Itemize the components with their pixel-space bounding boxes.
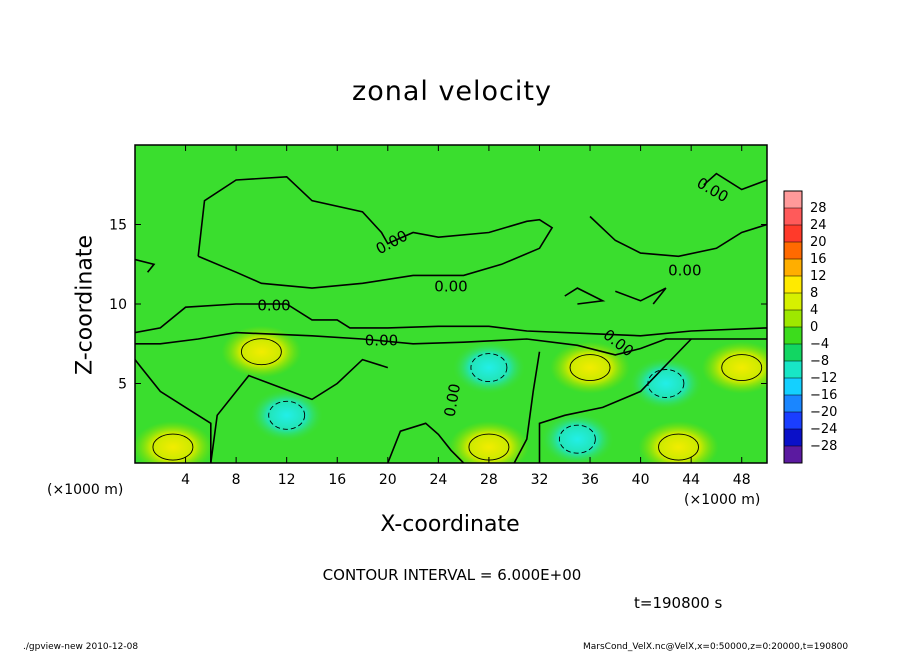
- x-unit-right: (×1000 m): [684, 492, 761, 508]
- positive-contour: [721, 354, 763, 382]
- contour-layer: [135, 172, 767, 463]
- colorbar-swatch: [784, 259, 802, 277]
- x-tick-label: 48: [733, 472, 751, 488]
- zero-contour: [135, 331, 767, 356]
- colorbar-label: −20: [810, 405, 837, 420]
- footer-right: MarsCond_VelX.nc@VelX,x=0:50000,z=0:2000…: [583, 642, 849, 652]
- colorbar-swatch: [784, 378, 802, 396]
- negative-anomaly: [541, 413, 614, 463]
- negative-contour: [647, 369, 685, 398]
- colorbar-swatch: [784, 344, 802, 362]
- colorbar-label: −24: [810, 422, 837, 437]
- zero-contour: [135, 303, 767, 337]
- colorbar-swatch: [784, 276, 802, 294]
- footer-left: ./gpview-new 2010-12-08: [23, 642, 139, 652]
- colorbar-swatch: [784, 412, 802, 430]
- colorbar-label: 20: [810, 235, 827, 250]
- colorbar-label: 28: [810, 201, 827, 216]
- colorbar-label: −16: [810, 388, 837, 403]
- negative-anomaly: [629, 357, 702, 410]
- x-tick-label: 32: [531, 472, 549, 488]
- positive-anomaly: [221, 325, 302, 378]
- x-tick-label: 16: [328, 472, 346, 488]
- positive-anomaly: [701, 341, 767, 394]
- negative-anomaly: [250, 389, 323, 442]
- colorbar-swatch: [784, 310, 802, 328]
- colorbar-swatch: [784, 225, 802, 243]
- negative-contour: [268, 400, 306, 430]
- zero-contour: [197, 175, 554, 289]
- contour-label: 0.00: [668, 261, 701, 279]
- contour-label: 0.00: [434, 277, 467, 295]
- y-tick-label: 5: [118, 377, 127, 393]
- contour-label: 0.00: [365, 331, 398, 349]
- colorbar-swatch: [784, 327, 802, 345]
- colorbar-swatch: [784, 395, 802, 413]
- colorbar-label: 0: [810, 320, 818, 335]
- negative-contour: [558, 424, 596, 454]
- colorbar-swatch: [784, 429, 802, 447]
- time-stamp: t=190800 s: [634, 594, 723, 612]
- zero-contour: [135, 258, 156, 273]
- zero-contour: [615, 287, 667, 305]
- positive-contour: [658, 433, 699, 461]
- positive-anomaly: [638, 421, 719, 463]
- colorbar-swatch: [784, 293, 802, 311]
- x-tick-label: 44: [682, 472, 700, 488]
- negative-contour: [470, 353, 508, 383]
- zero-contour: [387, 422, 465, 463]
- colorbar-swatch: [784, 361, 802, 379]
- x-unit-left: (×1000 m): [47, 482, 124, 498]
- colorbar-label: −12: [810, 371, 837, 386]
- zero-contour: [135, 359, 212, 463]
- zero-contour: [589, 215, 767, 258]
- positive-contour: [569, 354, 611, 382]
- x-tick-label: 8: [232, 472, 241, 488]
- x-tick-label: 40: [632, 472, 650, 488]
- zero-contour: [513, 351, 541, 463]
- positive-anomaly: [550, 341, 631, 394]
- x-axis: 4 8 12 16 20 24 28 32 36 40 44 48: [181, 145, 751, 488]
- field-layer: [135, 325, 767, 463]
- positive-anomaly: [135, 421, 213, 463]
- colorbar-swatch: [784, 191, 802, 209]
- colorbar-label: −28: [810, 439, 837, 454]
- colorbar-swatch: [784, 446, 802, 464]
- y-tick-label: 10: [109, 297, 127, 313]
- x-tick-label: 12: [278, 472, 296, 488]
- colorbar-label: 24: [810, 218, 827, 233]
- colorbar-label: −4: [810, 337, 829, 352]
- x-tick-label: 20: [379, 472, 397, 488]
- colorbar-label: −8: [810, 354, 829, 369]
- colorbar-label: 8: [810, 286, 818, 301]
- colorbar-label: 4: [810, 303, 818, 318]
- x-tick-label: 24: [429, 472, 447, 488]
- contour-label: 0.00: [257, 296, 290, 314]
- zero-contour: [538, 338, 692, 463]
- y-tick-label: 15: [109, 218, 127, 234]
- colorbar-swatch: [784, 208, 802, 226]
- x-tick-label: 36: [581, 472, 599, 488]
- positive-contour: [240, 338, 282, 366]
- colorbar: 28 24 20 16 12 8 4 0 −4 −8 −12 −16 −20 −24 −28: [783, 190, 837, 464]
- negative-anomaly: [452, 341, 525, 394]
- colorbar-swatch: [784, 242, 802, 260]
- colorbar-label: 12: [810, 269, 827, 284]
- chart-title: zonal velocity: [352, 76, 552, 107]
- contour-interval-text: CONTOUR INTERVAL = 6.000E+00: [322, 566, 582, 584]
- zero-contour: [210, 358, 389, 463]
- positive-contour: [152, 433, 194, 461]
- positive-anomaly: [448, 421, 529, 463]
- contour-label: 0.00: [441, 382, 465, 418]
- y-axis-label: Z-coordinate: [72, 235, 98, 375]
- zero-contour: [564, 287, 606, 305]
- x-tick-label: 4: [181, 472, 190, 488]
- zero-contour: [703, 172, 767, 191]
- x-tick-label: 28: [480, 472, 498, 488]
- colorbar-label: 16: [810, 252, 827, 267]
- x-axis-label: X-coordinate: [380, 512, 520, 537]
- y-axis: 5 10 15: [109, 218, 767, 393]
